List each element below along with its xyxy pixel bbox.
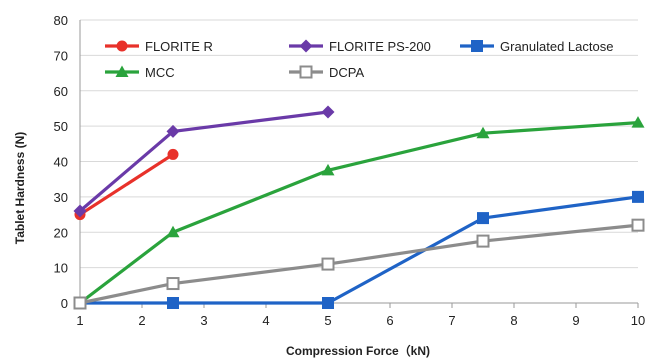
x-tick-label-1: 1 bbox=[76, 313, 83, 328]
legend-marker-florite-ps-200 bbox=[299, 39, 313, 53]
data-point-dcpa-1 bbox=[166, 277, 180, 291]
y-tick-label-70: 70 bbox=[54, 48, 68, 63]
x-tick-label-3: 3 bbox=[200, 313, 207, 328]
legend: FLORITE R FLORITE PS-200 Granulated Lactos… bbox=[105, 39, 613, 80]
legend-item-florite-r: FLORITE R bbox=[105, 39, 213, 54]
data-point-granulated-lactose-4 bbox=[632, 190, 644, 203]
x-tick-label-2: 2 bbox=[138, 313, 145, 328]
x-tick-label-7: 7 bbox=[448, 313, 455, 328]
legend-label-dcpa: DCPA bbox=[329, 65, 364, 80]
series-lines bbox=[73, 105, 645, 310]
data-point-dcpa-0 bbox=[73, 296, 87, 310]
legend-marker-florite-r bbox=[116, 40, 128, 52]
x-tick-label-9: 9 bbox=[572, 313, 579, 328]
data-point-mcc-3 bbox=[476, 126, 490, 139]
legend-item-mcc: MCC bbox=[105, 65, 175, 80]
data-point-mcc-4 bbox=[631, 116, 645, 128]
y-tick-label-40: 40 bbox=[54, 155, 68, 170]
legend-marker-mcc bbox=[115, 65, 129, 77]
data-point-dcpa-2 bbox=[321, 257, 335, 271]
data-point-mcc-1 bbox=[166, 225, 180, 238]
y-tick-label-60: 60 bbox=[54, 84, 68, 99]
legend-label-florite-r: FLORITE R bbox=[145, 39, 213, 54]
series-dcpa bbox=[73, 218, 645, 310]
y-tick-label-10: 10 bbox=[54, 261, 68, 276]
legend-label-florite-ps-200: FLORITE PS-200 bbox=[329, 39, 431, 54]
data-point-florite-r-1 bbox=[167, 148, 179, 160]
legend-item-granulated-lactose: Granulated Lactose bbox=[460, 39, 613, 54]
series-line-florite-r bbox=[79, 153, 174, 216]
data-point-dcpa-3 bbox=[476, 234, 490, 248]
y-tick-label-20: 20 bbox=[54, 225, 68, 240]
data-point-florite-ps-200-0 bbox=[73, 204, 87, 218]
legend-marker-granulated-lactose bbox=[471, 40, 483, 52]
x-tick-label-5: 5 bbox=[324, 313, 331, 328]
data-point-granulated-lactose-3 bbox=[477, 212, 489, 225]
y-tick-label-80: 80 bbox=[54, 13, 68, 28]
x-tick-label-4: 4 bbox=[262, 313, 269, 328]
x-tick-label-10: 10 bbox=[631, 313, 645, 328]
data-point-mcc-2 bbox=[321, 163, 335, 176]
x-tick-label-8: 8 bbox=[510, 313, 517, 328]
axes: 0 10 20 30 40 50 60 70 80 1 2 3 4 5 6 7 8 9 10 bbox=[54, 13, 646, 328]
legend-label-granulated-lactose: Granulated Lactose bbox=[500, 39, 613, 54]
data-point-granulated-lactose-1 bbox=[167, 297, 179, 309]
legend-marker-dcpa bbox=[299, 65, 313, 79]
y-axis-title: Tablet Hardness (N) bbox=[13, 132, 27, 244]
x-axis-title: Compression Force（kN) bbox=[286, 343, 430, 358]
data-point-florite-ps-200-1 bbox=[166, 124, 180, 138]
data-point-dcpa-4 bbox=[631, 218, 645, 232]
legend-item-florite-ps-200: FLORITE PS-200 bbox=[289, 39, 431, 54]
y-tick-label-50: 50 bbox=[54, 119, 68, 134]
series-florite-ps-200 bbox=[73, 105, 335, 218]
data-point-granulated-lactose-2 bbox=[322, 297, 334, 309]
y-tick-label-0: 0 bbox=[61, 296, 68, 311]
legend-item-dcpa: DCPA bbox=[289, 65, 364, 80]
x-tick-label-6: 6 bbox=[386, 313, 393, 328]
legend-label-mcc: MCC bbox=[145, 65, 175, 80]
data-point-florite-ps-200-2 bbox=[321, 105, 335, 119]
y-tick-label-30: 30 bbox=[54, 190, 68, 205]
